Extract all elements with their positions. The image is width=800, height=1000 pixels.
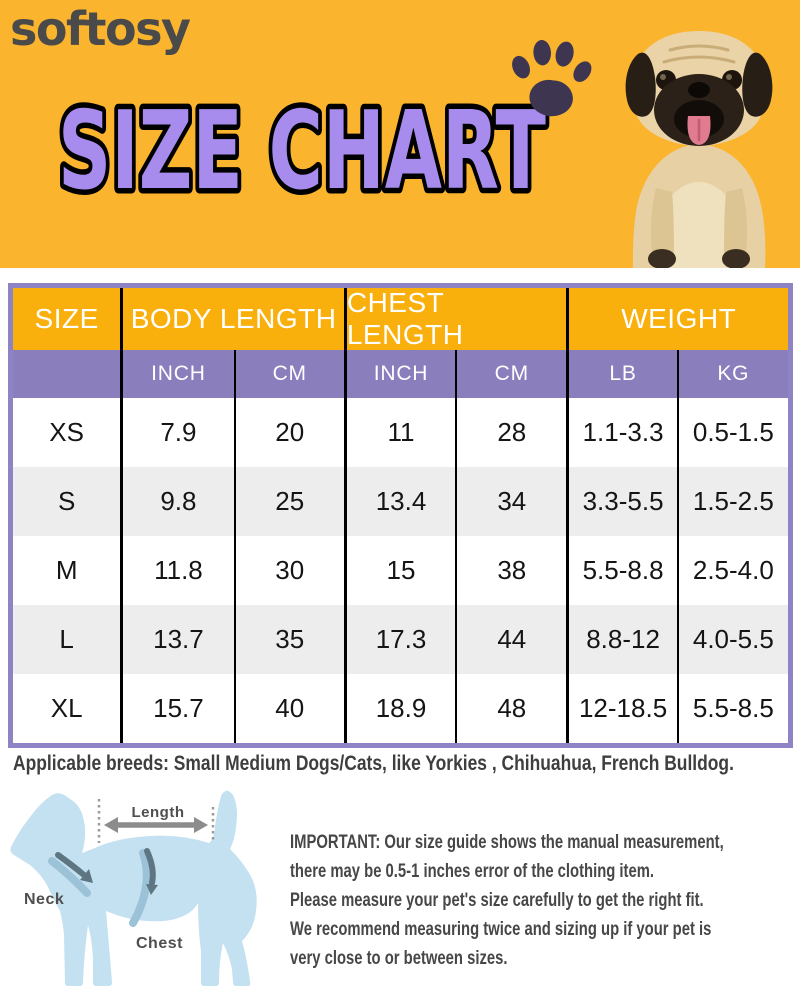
- applicable-breeds-note: Applicable breeds: Small Medium Dogs/Cat…: [13, 752, 734, 775]
- cell-body-cm: 35: [233, 605, 344, 674]
- cell-lb: 5.5-8.8: [566, 536, 677, 605]
- subheader-lb: LB: [566, 350, 677, 398]
- cell-size: M: [13, 536, 121, 605]
- length-arrow: [97, 799, 215, 843]
- cell-body-cm: 20: [233, 398, 344, 467]
- cell-body-inch: 11.8: [120, 536, 234, 605]
- cell-lb: 8.8-12: [566, 605, 677, 674]
- neck-label: Neck: [24, 891, 64, 908]
- neck-arrow: [55, 852, 93, 883]
- subheader-chest-cm: CM: [455, 350, 567, 398]
- cell-chest-cm: 44: [455, 605, 567, 674]
- cell-body-inch: 15.7: [120, 674, 234, 743]
- chest-label: Chest: [136, 935, 183, 952]
- pug-illustration: [625, 31, 773, 268]
- cell-chest-cm: 28: [455, 398, 567, 467]
- svg-text:SIZE CHART: SIZE CHART: [58, 93, 546, 205]
- cell-chest-inch: 13.4: [343, 467, 456, 536]
- subheader-body-inch: INCH: [120, 350, 234, 398]
- cell-body-cm: 40: [233, 674, 344, 743]
- cell-kg: 4.0-5.5: [676, 605, 788, 674]
- col-header-size: SIZE: [13, 288, 121, 350]
- size-table: SIZE BODY LENGTH CHEST LENGTH WEIGHT INC…: [8, 283, 793, 748]
- cell-body-inch: 9.8: [120, 467, 234, 536]
- col-header-body-length: BODY LENGTH: [120, 288, 344, 350]
- cell-kg: 5.5-8.5: [676, 674, 788, 743]
- cell-chest-cm: 48: [455, 674, 567, 743]
- col-header-weight: WEIGHT: [566, 288, 788, 350]
- subheader-blank: [13, 350, 121, 398]
- subheader-body-cm: CM: [233, 350, 344, 398]
- length-label: Length: [132, 804, 185, 821]
- cell-kg: 2.5-4.0: [676, 536, 788, 605]
- cell-body-inch: 7.9: [120, 398, 234, 467]
- cell-size: S: [13, 467, 121, 536]
- hero-banner: softosy SIZE CHART: [0, 0, 800, 268]
- cell-kg: 0.5-1.5: [676, 398, 788, 467]
- cell-chest-cm: 34: [455, 467, 567, 536]
- cell-size: L: [13, 605, 121, 674]
- cell-chest-inch: 15: [343, 536, 456, 605]
- col-header-chest-length: CHEST LENGTH: [343, 287, 567, 350]
- cell-lb: 1.1-3.3: [566, 398, 677, 467]
- important-note: IMPORTANT: Our size guide shows the manu…: [290, 832, 724, 970]
- paw-icon: [512, 40, 592, 117]
- cell-size: XS: [13, 398, 121, 467]
- cell-body-inch: 13.7: [120, 605, 234, 674]
- cell-kg: 1.5-2.5: [676, 467, 788, 536]
- cell-chest-cm: 38: [455, 536, 567, 605]
- cell-lb: 12-18.5: [566, 674, 677, 743]
- cell-chest-inch: 17.3: [343, 605, 456, 674]
- chest-band: [129, 849, 151, 927]
- brand-logo: softosy: [10, 2, 191, 56]
- cell-chest-inch: 11: [343, 398, 456, 467]
- measurement-diagram: Length Neck Chest: [10, 790, 257, 986]
- pug-photo: [625, 31, 773, 268]
- cell-body-cm: 25: [233, 467, 344, 536]
- cell-chest-inch: 18.9: [343, 674, 456, 743]
- dog-silhouette: [10, 790, 257, 986]
- subheader-chest-inch: INCH: [343, 350, 456, 398]
- page-title: SIZE CHART: [53, 93, 552, 205]
- cell-lb: 3.3-5.5: [566, 467, 677, 536]
- neck-band: [48, 857, 91, 897]
- cell-size: XL: [13, 674, 121, 743]
- cell-body-cm: 30: [233, 536, 344, 605]
- subheader-kg: KG: [676, 350, 788, 398]
- chest-arrow: [144, 848, 158, 895]
